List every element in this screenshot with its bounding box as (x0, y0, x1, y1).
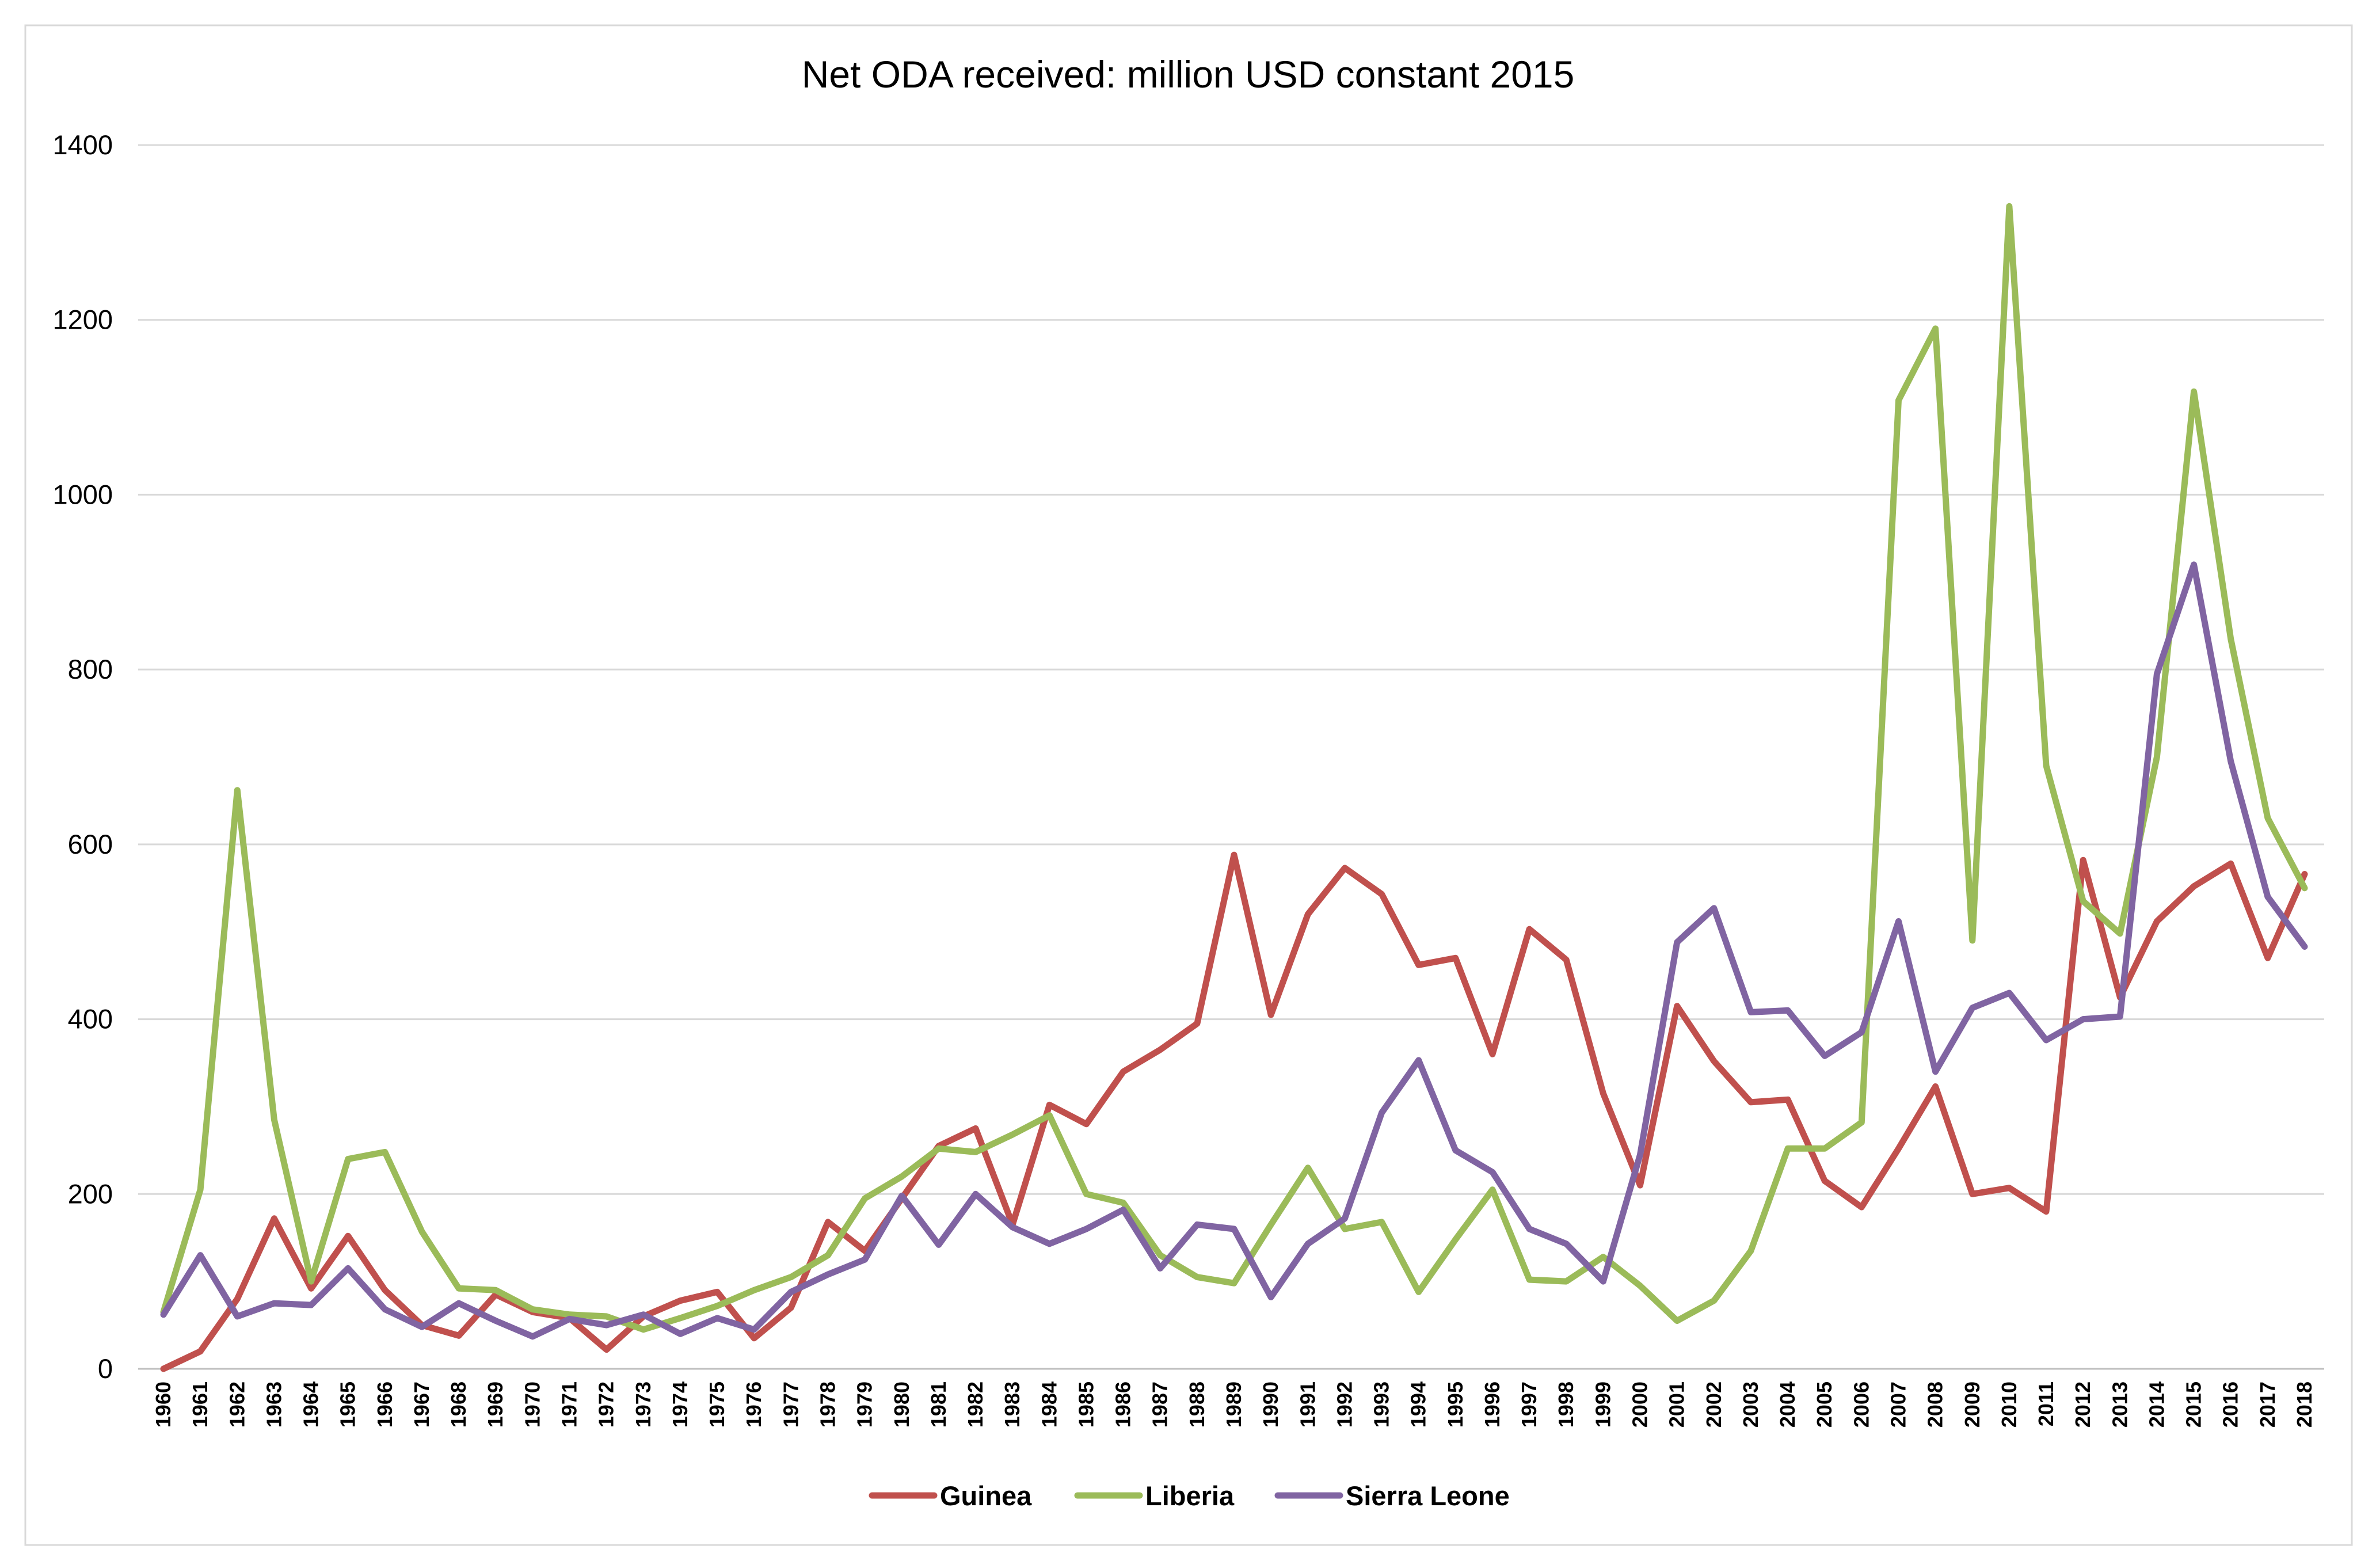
y-tick-label: 1000 (52, 479, 113, 509)
x-tick-label: 1999 (1591, 1381, 1615, 1428)
x-tick-label: 1979 (853, 1381, 877, 1428)
x-tick-label: 1984 (1037, 1381, 1061, 1428)
x-tick-label: 2012 (2071, 1381, 2095, 1428)
x-tick-label: 2009 (1960, 1381, 1984, 1428)
series-line-sierra-leone (160, 561, 2308, 1340)
legend-label-guinea: Guinea (940, 1481, 1032, 1511)
legend-label-liberia: Liberia (1145, 1481, 1235, 1511)
x-tick-label: 1982 (964, 1381, 987, 1428)
x-tick-label: 1974 (668, 1381, 692, 1428)
x-tick-label: 1964 (299, 1381, 323, 1428)
x-tick-label: 1977 (779, 1381, 802, 1428)
x-tick-label: 1988 (1185, 1381, 1209, 1428)
x-tick-label: 1986 (1111, 1381, 1135, 1428)
x-tick-label: 1962 (225, 1381, 249, 1428)
y-tick-label: 0 (98, 1353, 113, 1384)
x-tick-label: 1968 (447, 1381, 470, 1428)
x-tick-label: 2008 (1924, 1381, 1947, 1428)
legend-label-sierra-leone: Sierra Leone (1346, 1481, 1510, 1511)
x-tick-label: 1995 (1444, 1381, 1467, 1428)
y-tick-label: 1200 (52, 305, 113, 335)
x-tick-label: 2007 (1886, 1381, 1910, 1428)
x-tick-label: 1987 (1148, 1381, 1172, 1428)
x-tick-label: 1971 (558, 1381, 581, 1428)
x-tick-label: 2002 (1702, 1381, 1726, 1428)
x-tick-label: 1961 (188, 1381, 212, 1428)
x-tick-label: 1996 (1480, 1381, 1504, 1428)
chart-title: Net ODA received: million USD constant 2… (802, 53, 1575, 96)
y-tick-label: 200 (68, 1178, 113, 1209)
x-tick-label: 2013 (2108, 1381, 2131, 1428)
x-tick-label: 1965 (336, 1381, 360, 1428)
x-tick-label: 1973 (631, 1381, 655, 1428)
x-tick-label: 2017 (2256, 1381, 2279, 1428)
x-axis-tick-labels: 1960 1961 1962 1963 1964 1965 1966 1967 1968 1969… (151, 1381, 2316, 1428)
x-tick-label: 2001 (1665, 1381, 1689, 1428)
x-tick-label: 2003 (1739, 1381, 1762, 1428)
x-tick-label: 1985 (1074, 1381, 1098, 1428)
x-tick-label: 2011 (2034, 1381, 2058, 1426)
y-axis-tick-labels: 0 200 400 600 800 1000 1200 1400 (52, 130, 113, 1384)
x-tick-label: 1976 (742, 1381, 766, 1428)
series-lines (160, 203, 2308, 1372)
x-tick-label: 1998 (1554, 1381, 1578, 1428)
x-tick-label: 1963 (262, 1381, 285, 1428)
x-tick-label: 2005 (1813, 1381, 1836, 1428)
x-tick-label: 2000 (1628, 1381, 1652, 1428)
x-tick-label: 1994 (1407, 1381, 1430, 1428)
x-tick-label: 2016 (2219, 1381, 2242, 1428)
x-tick-label: 2010 (1997, 1381, 2021, 1428)
x-tick-label: 1990 (1259, 1381, 1282, 1428)
x-tick-label: 1989 (1222, 1381, 1246, 1428)
x-tick-label: 1981 (927, 1381, 950, 1428)
x-tick-label: 2015 (2182, 1381, 2206, 1428)
series-line-liberia (160, 203, 2308, 1333)
x-tick-label: 2004 (1776, 1381, 1799, 1428)
y-tick-label: 1400 (52, 130, 113, 160)
x-tick-label: 1960 (151, 1381, 175, 1428)
x-tick-label: 1972 (595, 1381, 618, 1428)
x-tick-label: 1978 (816, 1381, 839, 1428)
x-tick-label: 1966 (373, 1381, 397, 1428)
x-tick-label: 1970 (520, 1381, 544, 1428)
x-tick-label: 1997 (1517, 1381, 1541, 1428)
y-tick-label: 600 (68, 829, 113, 859)
x-tick-label: 1983 (1000, 1381, 1024, 1428)
grid-lines (138, 144, 2324, 1370)
y-tick-label: 400 (68, 1004, 113, 1034)
x-tick-label: 1992 (1332, 1381, 1356, 1428)
chart-frame (24, 24, 2353, 1546)
legend: Guinea Liberia Sierra Leone (869, 1481, 1510, 1511)
x-tick-label: 2006 (1849, 1381, 1873, 1428)
x-tick-label: 1980 (890, 1381, 913, 1428)
y-tick-label: 800 (68, 654, 113, 684)
x-tick-label: 2014 (2145, 1381, 2168, 1428)
x-tick-label: 1993 (1370, 1381, 1393, 1428)
x-tick-label: 1969 (483, 1381, 507, 1428)
x-tick-label: 2018 (2293, 1381, 2316, 1428)
x-tick-label: 1975 (705, 1381, 729, 1428)
x-tick-label: 1991 (1296, 1381, 1319, 1428)
x-tick-label: 1967 (410, 1381, 433, 1428)
